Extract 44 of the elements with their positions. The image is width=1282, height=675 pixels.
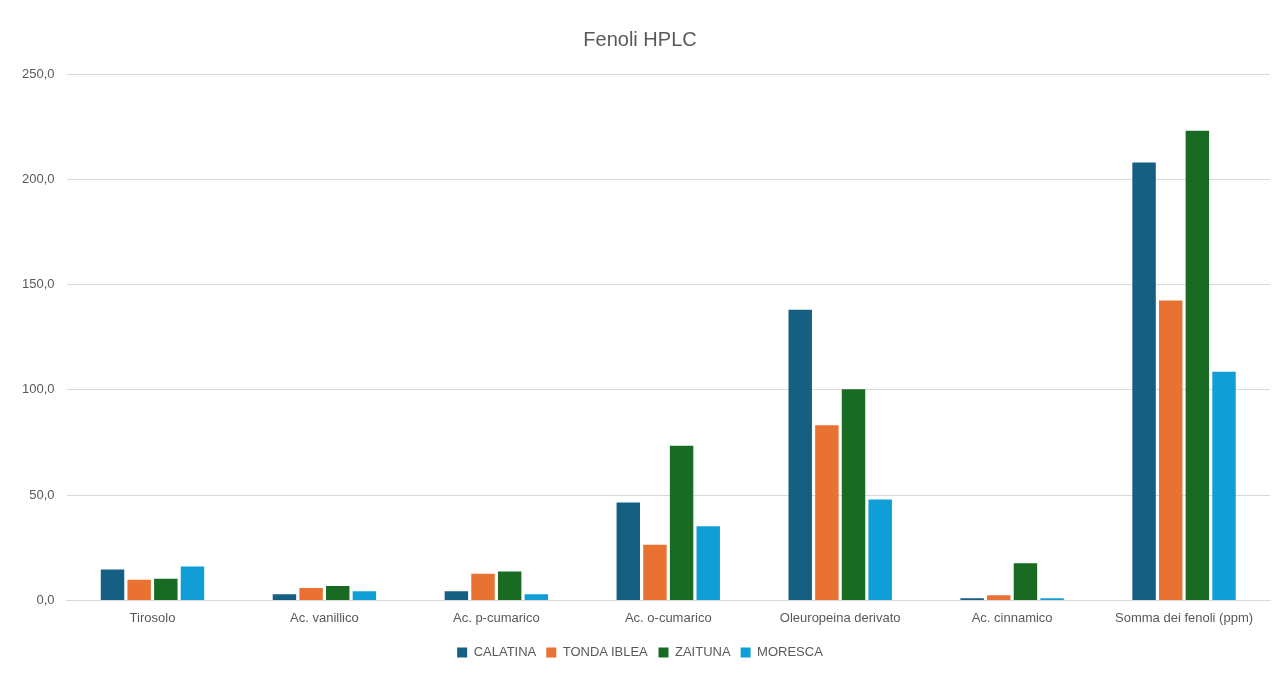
bar xyxy=(788,309,812,600)
bar xyxy=(471,573,495,600)
bar xyxy=(299,587,323,600)
bar xyxy=(524,594,549,600)
y-tick-label: 200,0 xyxy=(21,170,55,186)
x-tick-label: Ac. p-cumarico xyxy=(452,609,540,625)
bar xyxy=(1158,300,1183,600)
bar xyxy=(127,579,151,600)
bar xyxy=(1185,130,1210,600)
legend-label: TONDA IBLEA xyxy=(562,644,649,660)
bar xyxy=(1013,563,1038,600)
bar xyxy=(272,594,297,600)
bar xyxy=(326,586,350,600)
bar xyxy=(497,571,522,600)
bar xyxy=(696,526,720,600)
bar xyxy=(180,566,205,600)
legend-label: MORESCA xyxy=(757,644,824,660)
bar xyxy=(616,502,641,600)
bar xyxy=(868,499,892,600)
x-tick-label: Ac. o-cumarico xyxy=(624,609,712,625)
y-tick-label: 150,0 xyxy=(21,276,55,292)
legend-label: CALATINA xyxy=(473,644,537,660)
x-tick-label: Somma dei fenoli (ppm) xyxy=(1115,609,1254,625)
bar xyxy=(154,578,178,600)
bar xyxy=(669,445,694,600)
y-tick-label: 250,0 xyxy=(21,65,55,81)
legend-label: ZAITUNA xyxy=(675,644,731,660)
x-tick-label: Ac. cinnamico xyxy=(971,609,1053,625)
y-tick-label: 0,0 xyxy=(36,591,55,607)
bar xyxy=(841,389,866,600)
x-tick-label: Tirosolo xyxy=(129,609,176,625)
bar xyxy=(352,591,377,600)
x-tick-label: Oleuropeina derivato xyxy=(779,609,901,625)
bar xyxy=(100,569,125,600)
y-tick-label: 50,0 xyxy=(29,486,55,502)
bar xyxy=(1132,162,1156,600)
bar xyxy=(1212,371,1236,600)
chart-title: Fenoli HPLC xyxy=(583,27,697,50)
bar xyxy=(987,595,1011,600)
bar xyxy=(444,591,469,600)
bar xyxy=(815,425,839,600)
y-tick-label: 100,0 xyxy=(21,381,55,397)
x-tick-label: Ac. vanillico xyxy=(290,609,359,625)
bar xyxy=(643,544,667,600)
